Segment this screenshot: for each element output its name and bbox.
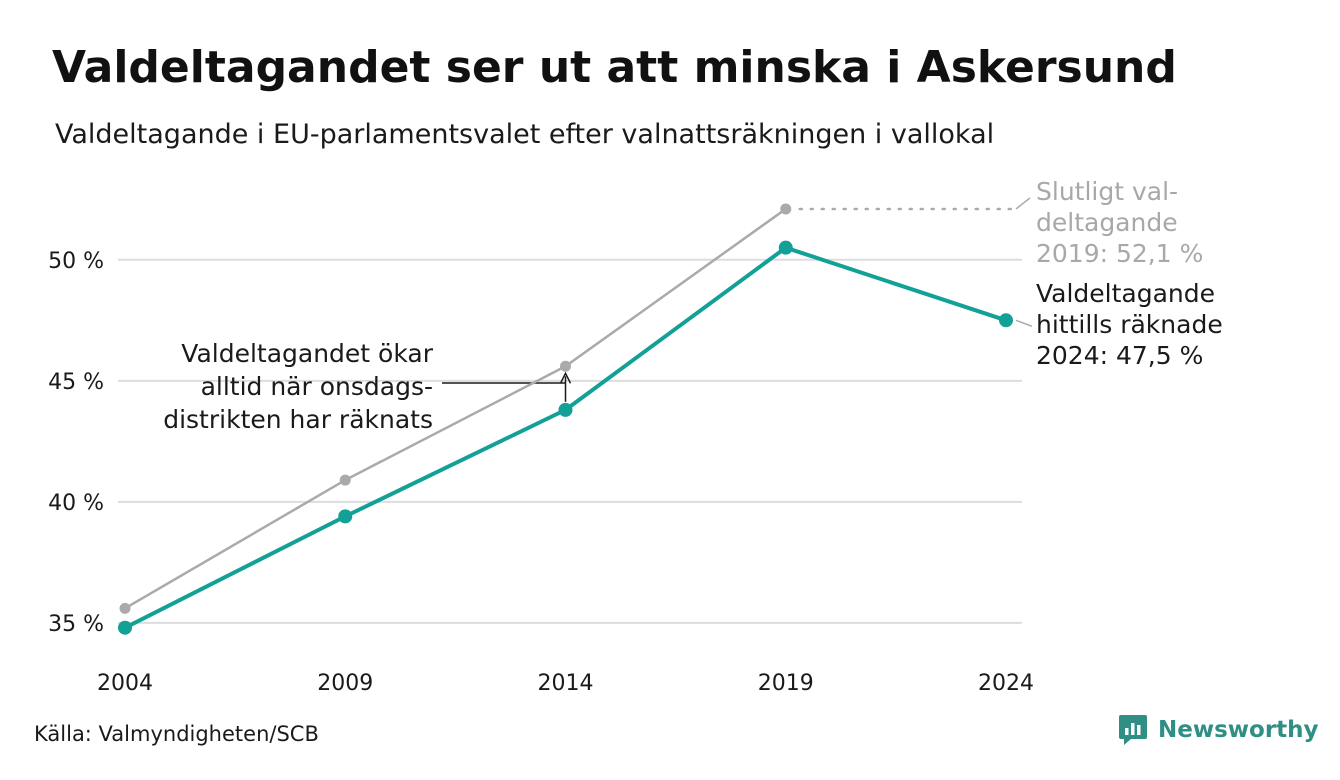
prelim-label-leader [1015, 319, 1033, 328]
gap-explanation-note-line: distrikten har räknats [163, 405, 433, 434]
x-tick-label: 2019 [758, 671, 814, 696]
brand-name: Newsworthy [1158, 717, 1319, 743]
preliminary-turnout-point [558, 402, 573, 417]
source-note: Källa: Valmyndigheten/SCB [34, 722, 319, 746]
y-tick-label: 40 % [48, 491, 104, 516]
preliminary-turnout-label-line: hittills räknade [1036, 310, 1223, 339]
final-turnout-line [123, 207, 787, 610]
final-turnout-label: Slutligt val-deltagande 2019: 52,1 % [1036, 177, 1203, 268]
x-tick-label: 2024 [978, 671, 1034, 696]
final-turnout-point [560, 360, 571, 372]
newsworthy-logo-icon [1119, 715, 1147, 745]
y-tick-label: 45 % [48, 370, 104, 395]
final-turnout-label-line: 2019: 52,1 % [1036, 239, 1203, 268]
chart-subtitle: Valdeltagande i EU-parlamentsvalet efter… [55, 119, 995, 150]
final-turnout-point [339, 474, 351, 486]
gap-explanation-note-line: alltid när onsdags- [201, 372, 433, 401]
preliminary-turnout-label-line: Valdeltagande [1036, 279, 1215, 308]
chart-title: Valdeltagandet ser ut att minska i Asker… [52, 42, 1177, 93]
x-tick-label: 2009 [317, 671, 373, 696]
final-turnout-point [119, 602, 131, 614]
final-turnout-label-line: deltagande [1036, 208, 1178, 237]
preliminary-turnout-label-line: 2024: 47,5 % [1036, 341, 1203, 370]
newsworthy-brand[interactable]: Newsworthy [1118, 712, 1319, 748]
gap-arrow-head [559, 371, 572, 384]
line-chart: 35 % 40 % 45 % 50 % 2004 2009 2014 2019 2024 Sl… [48, 177, 1223, 696]
preliminary-turnout-point [999, 313, 1013, 328]
y-tick-label: 50 % [48, 249, 104, 274]
y-tick-label: 35 % [48, 612, 104, 637]
final-label-leader [1015, 197, 1031, 210]
preliminary-turnout-point [118, 620, 132, 635]
final-turnout-point [780, 203, 792, 215]
preliminary-turnout-point [778, 240, 793, 255]
gap-explanation-note-line: Valdeltagandet ökar [181, 339, 433, 368]
final-turnout-label-line: Slutligt val- [1036, 177, 1178, 206]
preliminary-turnout-label: Valdeltagande hittills räknade 2024: 47,5 … [1036, 279, 1223, 370]
preliminary-turnout-line [123, 245, 1008, 630]
x-tick-label: 2004 [97, 671, 153, 696]
preliminary-turnout-point [338, 509, 353, 524]
gap-explanation-note: Valdeltagandet ökar alltid när onsdags-di… [163, 339, 433, 434]
x-tick-label: 2014 [538, 671, 594, 696]
